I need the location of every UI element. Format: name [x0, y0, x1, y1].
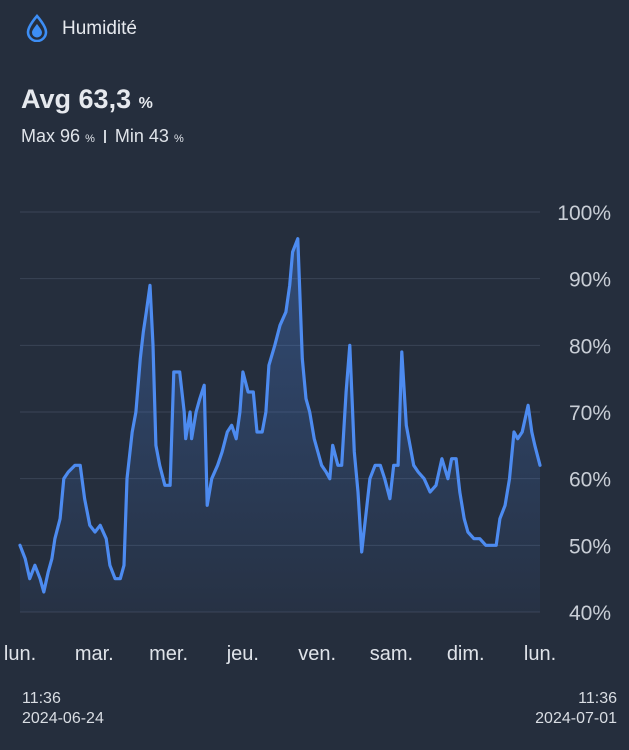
end-date: 2024-07-01: [535, 710, 617, 727]
x-tick-label: mar.: [75, 643, 114, 665]
y-tick-label: 50%: [569, 535, 611, 558]
start-date: 2024-06-24: [22, 710, 104, 727]
avg-label: Avg: [21, 84, 72, 114]
title: Humidité: [62, 18, 137, 39]
unit: %: [138, 95, 153, 112]
unit: %: [85, 133, 95, 145]
x-tick-label: lun.: [4, 643, 36, 665]
y-tick-label: 60%: [569, 469, 611, 492]
x-tick-label: jeu.: [226, 643, 259, 665]
end-time: 11:36: [578, 690, 617, 707]
max-label: Max: [21, 126, 56, 146]
line: [18, 237, 542, 594]
y-tick-label: 40%: [569, 602, 611, 625]
avg-value: 63,3: [78, 84, 132, 114]
x-tick-label: mer.: [149, 643, 188, 665]
end-range: 11:36 2024-07-01: [535, 689, 617, 729]
y-tick-label: 90%: [569, 269, 611, 292]
min-value: 43: [148, 126, 169, 146]
chart: 40% 50% 60% 70% 80% 90% 100% lun. mar. mer. jeu. ve…: [4, 202, 611, 665]
separator: [103, 130, 106, 143]
drop-icon: [26, 14, 48, 42]
y-tick-label: 100%: [557, 202, 611, 225]
max-value: 96: [60, 126, 81, 146]
start-time: 11:36: [22, 690, 61, 707]
unit: %: [173, 133, 184, 145]
x-tick-label: ven.: [298, 643, 336, 665]
average: Avg 63,3 %: [21, 84, 153, 115]
start-range: 11:36 2024-06-24: [22, 689, 104, 729]
x-tick-label: lun.: [524, 643, 556, 665]
x-tick-label: sam.: [370, 643, 413, 665]
y-tick-label: 70%: [569, 402, 611, 425]
y-tick-label: 80%: [569, 335, 611, 358]
min-label: Min: [114, 126, 144, 146]
max-min: Max 96 % Min 43 %: [21, 126, 184, 147]
x-tick-label: dim.: [447, 643, 485, 665]
area: [20, 238, 540, 612]
